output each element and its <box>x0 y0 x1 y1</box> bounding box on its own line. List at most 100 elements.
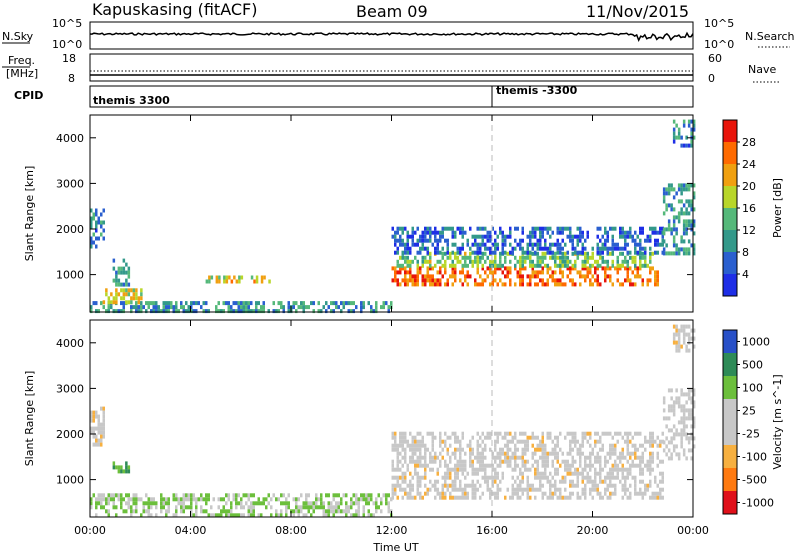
data-cell <box>680 420 683 425</box>
data-cell <box>165 305 168 310</box>
data-cell <box>649 246 652 251</box>
data-cell <box>414 463 417 468</box>
data-cell <box>646 487 649 492</box>
data-cell <box>534 282 537 287</box>
data-cell <box>539 455 542 460</box>
data-region <box>662 388 696 461</box>
data-cell <box>659 491 662 496</box>
data-cell <box>451 230 454 235</box>
data-cell <box>461 459 464 464</box>
data-cell <box>574 467 577 472</box>
data-cell <box>404 270 407 275</box>
data-cell <box>541 255 544 260</box>
data-cell <box>100 497 103 502</box>
data-cell <box>539 226 542 231</box>
data-cell <box>132 305 135 310</box>
data-cell <box>310 513 313 518</box>
data-cell <box>541 459 544 464</box>
data-cell <box>614 459 617 464</box>
data-cell <box>125 501 128 506</box>
data-cell <box>559 282 562 287</box>
data-cell <box>661 431 664 436</box>
data-cell <box>401 487 404 492</box>
data-cell <box>594 431 597 436</box>
data-cell <box>367 497 370 502</box>
data-cell <box>504 459 507 464</box>
data-cell <box>394 250 397 255</box>
data-cell <box>172 309 175 314</box>
data-cell <box>687 448 691 453</box>
data-cell <box>624 278 627 283</box>
data-cell <box>401 475 404 480</box>
data-cell <box>416 278 419 283</box>
data-cell <box>429 274 432 279</box>
data-cell <box>446 282 449 287</box>
data-cell <box>584 491 587 496</box>
data-cell <box>636 274 639 279</box>
data-cell <box>639 255 642 260</box>
data-cell <box>624 491 627 496</box>
data-cell <box>107 309 110 314</box>
data-cell <box>685 187 688 192</box>
y-tick-label: 3000 <box>56 177 84 190</box>
data-cell <box>604 246 607 251</box>
data-cell <box>534 234 537 239</box>
data-cell <box>581 250 584 255</box>
data-cell <box>140 288 143 293</box>
data-cell <box>687 348 691 353</box>
data-cell <box>636 491 639 496</box>
data-cell <box>391 443 394 448</box>
y-tick-label: 4000 <box>56 132 84 145</box>
data-cell <box>604 270 607 275</box>
data-cell <box>682 336 686 341</box>
data-cell <box>611 475 614 480</box>
data-cell <box>391 491 394 496</box>
data-cell <box>454 270 457 275</box>
data-cell <box>380 501 383 506</box>
data-cell <box>496 475 499 480</box>
data-cell <box>436 270 439 275</box>
data-cell <box>237 305 240 310</box>
power-colorbar-title: Power [dB] <box>771 178 784 238</box>
data-cell <box>382 301 385 306</box>
data-cell <box>297 513 300 518</box>
data-cell <box>616 255 619 260</box>
data-cell <box>484 242 487 247</box>
data-cell <box>474 242 477 247</box>
data-cell <box>489 463 492 468</box>
data-cell <box>579 270 582 275</box>
data-cell <box>581 443 584 448</box>
data-cell <box>574 250 577 255</box>
data-cell <box>391 266 394 271</box>
colorbar-tick-label: 25 <box>742 405 756 418</box>
data-cell <box>471 242 474 247</box>
data-cell <box>680 392 683 397</box>
data-cell <box>182 493 185 498</box>
data-cell <box>486 483 489 488</box>
data-cell <box>404 246 407 251</box>
data-cell <box>519 455 522 460</box>
data-cell <box>551 475 554 480</box>
data-cell <box>105 509 108 514</box>
data-cell <box>544 251 547 256</box>
data-cell <box>471 479 474 484</box>
data-cell <box>675 348 678 353</box>
data-cell <box>396 238 399 243</box>
data-cell <box>672 139 676 144</box>
data-cell <box>456 259 459 264</box>
data-cell <box>275 509 278 514</box>
data-cell <box>554 487 557 492</box>
data-cell <box>624 467 627 472</box>
data-cell <box>416 226 419 231</box>
data-cell <box>639 467 642 472</box>
data-cell <box>409 234 412 239</box>
data-cell <box>659 487 662 492</box>
data-cell <box>680 388 683 393</box>
data-cell <box>387 305 390 310</box>
data-cell <box>337 505 340 510</box>
data-cell <box>92 212 95 217</box>
data-cell <box>494 475 497 480</box>
data-cell <box>526 255 529 260</box>
data-cell <box>586 266 589 271</box>
data-cell <box>536 447 539 452</box>
